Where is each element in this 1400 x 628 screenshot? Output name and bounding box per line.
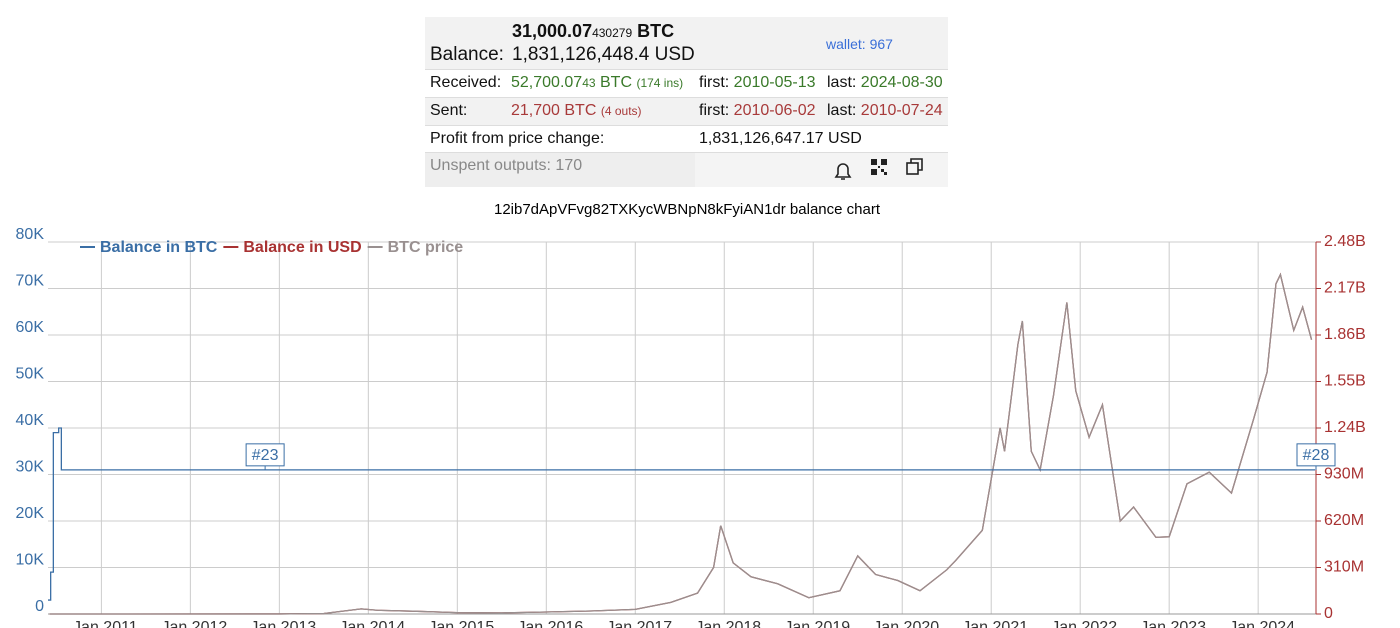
copy-icon[interactable] [906,158,923,175]
legend-label: BTC price [388,239,464,256]
x-tick-label: Jan 2014 [339,619,405,628]
y-tick-label: 80K [16,226,45,243]
y2-tick-label: 1.86B [1324,326,1366,343]
y2-tick-label: 1.24B [1324,419,1366,436]
wallet-link[interactable]: wallet: 967 [826,36,893,52]
first-label: first: [699,74,730,91]
legend-label: Balance in USD [243,239,361,256]
annotation-box [245,443,285,467]
y-tick-label: 50K [16,366,45,383]
sent-row: Sent: 21,700 BTC (4 outs) first: 2010-06… [425,98,948,126]
sent-outs: (4 outs) [600,104,642,118]
y2-tick-label: 310M [1324,559,1364,576]
bell-icon[interactable] [834,163,852,180]
x-tick-label: Jan 2013 [250,619,316,628]
y-tick-label: 20K [16,505,45,522]
balance-row: 31,000.07430279 BTC Balance: 1,831,126,4… [425,17,948,70]
received-label: Received: [430,74,502,91]
balance-label: Balance: [430,44,504,65]
legend-label: Balance in BTC [100,239,218,256]
info-panel: 31,000.07430279 BTC Balance: 1,831,126,4… [425,17,948,187]
series-line [49,272,1313,615]
sent-first: 2010-06-02 [733,102,816,119]
sent-btc: 21,700 BTC [511,102,597,119]
chart-title: 12ib7dApVFvg82TXKycWBNpN8kFyiAN1dr balan… [494,201,881,218]
received-unit: BTC [600,74,632,91]
received-btc: 52,700.07 [511,74,583,91]
x-tick-label: Jan 2011 [73,619,138,628]
x-tick-label: Jan 2020 [873,619,939,628]
received-row: Received: 52,700.0743 BTC (174 ins) firs… [425,70,948,98]
profit-row: Profit from price change: 1,831,126,647.… [425,126,948,153]
x-tick-label: Jan 2021 [962,619,1028,628]
received-small: 43 [582,76,596,90]
icon-bar [695,153,948,187]
profit-value: 1,831,126,647.17 USD [699,130,862,147]
first-label: first: [699,102,730,119]
icons [834,158,923,180]
y2-tick-label: 1.55B [1324,373,1366,390]
x-tick-label: Jan 2017 [606,619,672,628]
x-tick-label: Jan 2018 [695,619,761,628]
x-tick-label: Jan 2012 [161,619,227,628]
balance-usd: 1,831,126,448.4 USD [512,44,695,65]
y2-tick-label: 620M [1324,512,1364,529]
y-tick-label: 0 [35,598,44,615]
x-tick-label: Jan 2019 [784,619,850,628]
last-label: last: [827,74,857,91]
balance-btc: 31,000.07 [512,21,593,41]
y-tick-label: 30K [16,459,45,476]
y-tick-label: 40K [16,412,45,429]
x-tick-label: Jan 2022 [1051,619,1117,628]
annotation-label: #23 [252,447,279,464]
received-first: 2010-05-13 [733,74,816,91]
received-last: 2024-08-30 [860,74,943,91]
series-line [48,427,1316,601]
balance-unit: BTC [637,21,675,41]
x-tick-label: Jan 2024 [1229,619,1295,628]
x-tick-label: Jan 2023 [1140,619,1206,628]
y2-tick-label: 930M [1324,466,1364,483]
received-ins: (174 ins) [636,76,684,90]
unspent-row: Unspent outputs: 170 [425,153,948,187]
annotation-label: #28 [1303,447,1330,464]
y2-tick-label: 2.17B [1324,280,1366,297]
y-tick-label: 10K [16,552,45,569]
y-tick-label: 60K [16,319,45,336]
y-tick-label: 70K [16,273,45,290]
x-tick-label: Jan 2016 [517,619,583,628]
last-label: last: [827,102,857,119]
annotation-box [1296,443,1336,467]
balance-btc-small: 430279 [592,26,633,40]
unspent: Unspent outputs: 170 [430,157,583,174]
series-line [49,272,1313,615]
y2-tick-label: 0 [1324,605,1333,622]
profit-label: Profit from price change: [430,130,605,147]
sent-last: 2010-07-24 [860,102,943,119]
x-tick-label: Jan 2015 [428,619,494,628]
y2-tick-label: 2.48B [1324,233,1366,250]
sent-label: Sent: [430,102,468,119]
qr-icon[interactable] [871,159,887,175]
